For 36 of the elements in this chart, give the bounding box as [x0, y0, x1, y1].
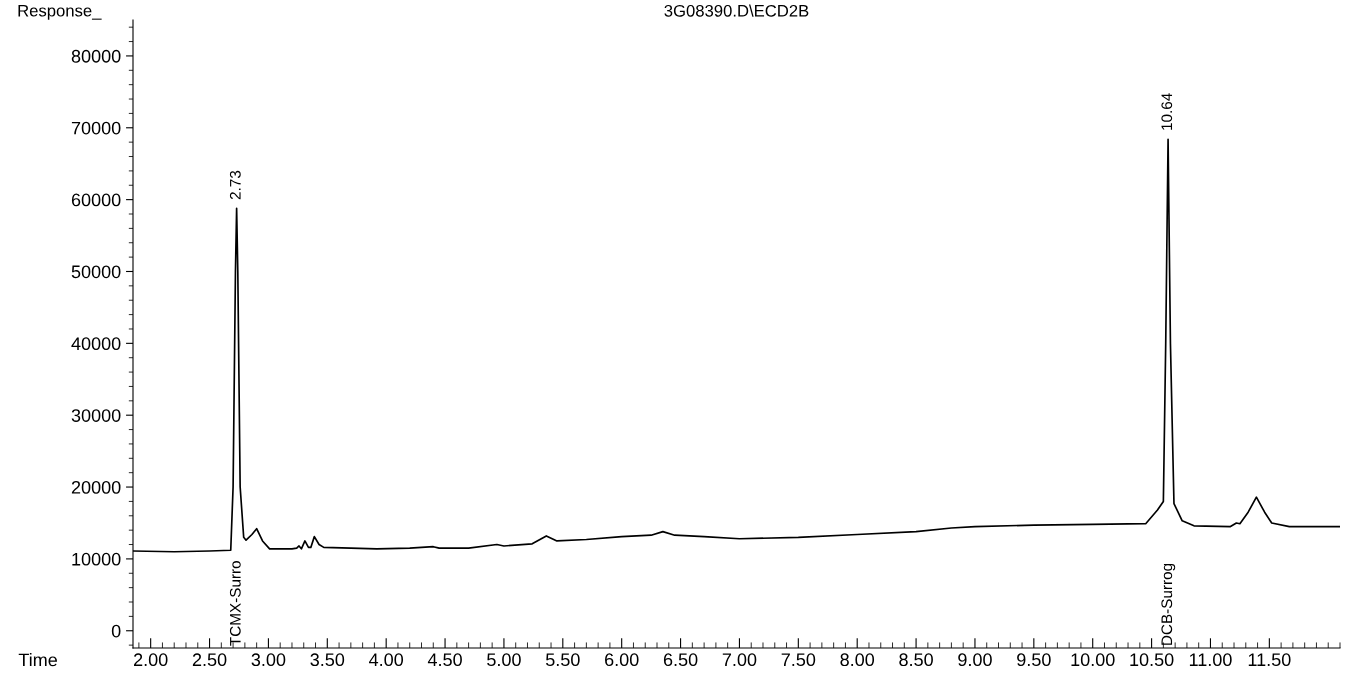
x-tick-label: 7.00 — [722, 653, 757, 667]
x-tick-label: 9.00 — [958, 653, 992, 667]
x-tick-label: 11.00 — [1189, 653, 1232, 667]
x-tick-label: 6.00 — [605, 653, 639, 667]
x-tick-label: 8.50 — [899, 653, 933, 667]
y-tick-label: 70000 — [71, 121, 121, 135]
y-tick-label: 50000 — [71, 265, 121, 279]
x-tick-label: 4.00 — [369, 653, 404, 667]
chart-title: 3G08390.D\ECD2B — [664, 4, 809, 17]
y-tick-label: 0 — [111, 624, 121, 638]
x-axis-title: Time — [18, 653, 57, 667]
x-tick-label: 2.50 — [192, 653, 227, 667]
y-tick-label: 40000 — [71, 337, 121, 351]
y-tick-label: 80000 — [71, 49, 121, 63]
x-tick-label: 11.50 — [1248, 653, 1291, 667]
y-tick-label: 10000 — [72, 552, 121, 566]
x-tick-label: 8.00 — [840, 653, 875, 667]
annotation: DCB-Surrog — [1161, 563, 1176, 645]
x-tick-label: 9.50 — [1017, 653, 1051, 667]
x-tick-label: 10.50 — [1130, 653, 1174, 667]
x-tick-label: 7.50 — [781, 653, 816, 667]
x-tick-label: 3.00 — [251, 653, 286, 667]
x-tick-label: 6.50 — [663, 653, 698, 667]
x-tick-label: 4.50 — [427, 653, 462, 667]
y-tick-label: 30000 — [71, 409, 121, 422]
annotation: 2.73 — [229, 170, 241, 200]
y-axis-title: Response_ — [18, 4, 102, 20]
annotation: 10.64 — [1161, 93, 1173, 130]
x-tick-label: 2.00 — [134, 653, 168, 667]
y-tick-label: 60000 — [71, 193, 121, 207]
x-tick-label: 10.00 — [1071, 653, 1115, 667]
x-tick-label: 5.00 — [487, 653, 521, 667]
y-tick-label: 20000 — [71, 480, 121, 494]
x-tick-label: 3.50 — [310, 653, 345, 667]
x-tick-label: 5.50 — [545, 653, 580, 667]
annotation: TCMX-Surro — [229, 561, 241, 646]
